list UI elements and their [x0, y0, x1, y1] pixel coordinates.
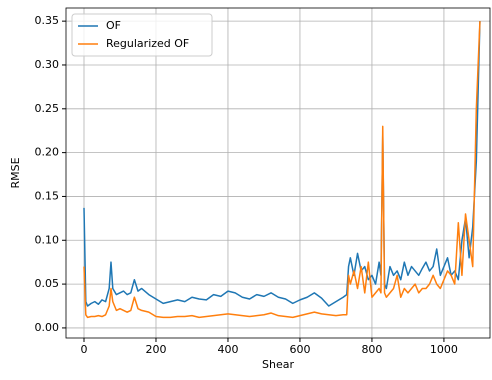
legend-label: Regularized OF	[106, 37, 189, 50]
y-tick-label: 0.15	[35, 189, 60, 202]
y-tick-label: 0.30	[35, 58, 60, 71]
legend-label: OF	[106, 19, 121, 32]
y-tick-label: 0.00	[35, 321, 60, 334]
y-tick-label: 0.35	[35, 14, 60, 27]
x-tick-label: 600	[289, 343, 310, 356]
x-tick-label: 0	[80, 343, 87, 356]
x-axis-label: Shear	[262, 358, 294, 371]
plot-frame	[65, 7, 491, 339]
y-axis-label: RMSE	[9, 157, 22, 188]
y-tick-label: 0.05	[35, 277, 60, 290]
legend-box	[71, 13, 213, 57]
y-tick-label: 0.25	[35, 102, 60, 115]
x-tick-label: 200	[145, 343, 166, 356]
x-tick-label: 400	[217, 343, 238, 356]
x-tick-label: 1000	[430, 343, 458, 356]
series-line	[83, 21, 481, 307]
series-line	[83, 21, 481, 319]
x-tick-label: 800	[361, 343, 382, 356]
y-tick-label: 0.20	[35, 146, 60, 159]
y-tick-label: 0.10	[35, 233, 60, 246]
